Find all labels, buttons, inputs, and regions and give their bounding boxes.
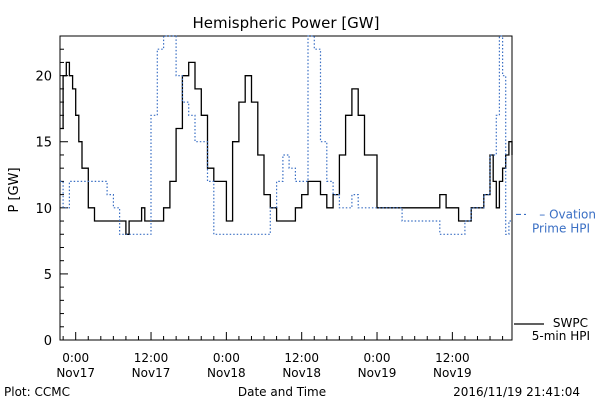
x-tick-label-time: 0:00: [62, 351, 89, 365]
legend-label-swpc-line1: SWPC: [553, 316, 588, 330]
series-layer: [60, 35, 513, 235]
x-tick-label-date: Nov17: [132, 366, 171, 380]
x-tick-label-time: 12:00: [134, 351, 169, 365]
x-tick-label-time: 0:00: [213, 351, 240, 365]
x-tick-label-date: Nov18: [207, 366, 246, 380]
legend-label-ovation-line2: Prime HPI: [532, 221, 590, 235]
x-tick-label-time: 12:00: [435, 351, 470, 365]
y-tick-label: 20: [35, 70, 52, 85]
series-line-ovation: [60, 35, 512, 235]
legend-label-ovation-line1: – Ovation: [539, 207, 596, 221]
plot-frame: [59, 35, 513, 341]
chart-title: Hemispheric Power [GW]: [193, 14, 380, 32]
y-axis-label: P [GW]: [7, 167, 22, 212]
legend-label-swpc-line2: 5-min HPI: [532, 329, 590, 343]
x-axis: 0:00Nov1712:00Nov170:00Nov1812:00Nov180:…: [56, 332, 504, 380]
footer-plot-credit: Plot: CCMC: [4, 385, 70, 399]
x-tick-label-date: Nov19: [358, 366, 397, 380]
x-tick-label-time: 0:00: [364, 351, 391, 365]
x-tick-label-time: 12:00: [284, 351, 319, 365]
x-axis-label: Date and Time: [238, 385, 326, 399]
x-tick-label-date: Nov17: [56, 366, 95, 380]
y-tick-label: 15: [35, 136, 52, 151]
series-line-swpc: [60, 61, 513, 235]
y-tick-label: 10: [35, 202, 52, 217]
y-tick-label: 0: [44, 334, 52, 349]
x-tick-label-date: Nov18: [282, 366, 321, 380]
x-tick-label-date: Nov19: [433, 366, 472, 380]
footer-timestamp: 2016/11/19 21:41:04: [453, 385, 580, 399]
plot-area: [59, 35, 513, 341]
y-axis: 0 5 10 15 20: [35, 35, 68, 349]
y-tick-label: 5: [44, 268, 52, 283]
